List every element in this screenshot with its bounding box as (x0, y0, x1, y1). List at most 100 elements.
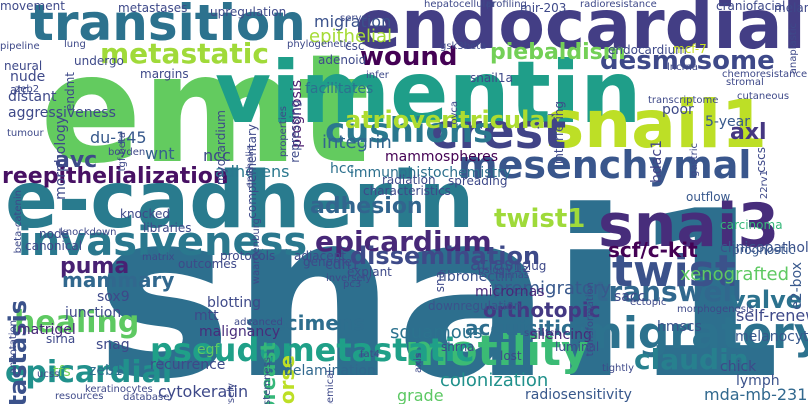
word-75: zeb1 (89, 363, 123, 379)
word-97: characteristics (363, 184, 451, 198)
word-120: serve (340, 13, 368, 24)
word-183: endmt (63, 72, 77, 111)
word-78: matrigel (17, 322, 76, 338)
word-91: prognostic (732, 243, 796, 257)
word-130: cutaneous (737, 91, 790, 102)
word-125: snail1a (470, 71, 513, 85)
word-174: ovca (449, 101, 460, 125)
word-104: morphology (53, 116, 69, 200)
word-68: melanocytes (735, 329, 808, 345)
word-64: radiosensitivity (525, 387, 632, 403)
word-59: wnt (145, 144, 175, 163)
word-140: outcomes (178, 257, 237, 271)
word-105: aggressiveness (8, 105, 116, 121)
word-151: advanced (234, 317, 283, 328)
word-161: lost (500, 349, 522, 363)
word-37: premigratory (493, 278, 612, 299)
word-132: lncrna (667, 62, 699, 73)
word-69: self-renewal (736, 306, 808, 325)
word-145: node (39, 227, 69, 241)
word-35: puma (60, 254, 130, 279)
word-119: melanoma (774, 1, 808, 15)
word-173: interfering (552, 101, 566, 165)
word-157: database (123, 392, 170, 403)
word-55: immunohistochemistry (350, 165, 512, 181)
word-51: ncc (203, 146, 231, 165)
word-76: snag (96, 337, 130, 353)
word-179: epithelia (245, 145, 256, 189)
word-176: cscs (754, 147, 768, 173)
word-88: e2-box (789, 262, 805, 310)
word-62: delamination (284, 363, 376, 379)
word-89: clinicopathological (720, 240, 808, 256)
word-112: metastases (118, 1, 188, 15)
word-167: matrix (142, 252, 175, 263)
word-67: chick (720, 359, 757, 375)
word-82: mtt (194, 308, 219, 324)
word-118: craniofacial (716, 0, 786, 13)
word-148: morphogenesis (677, 304, 754, 315)
word-109: neural (4, 59, 43, 73)
word-1: emt (40, 23, 370, 197)
word-156: resources (55, 391, 104, 402)
word-5: transition (30, 0, 306, 52)
word-57: 5-year (705, 114, 750, 130)
word-111: movement (0, 0, 65, 13)
word-6: snail1 (545, 86, 767, 163)
word-0: snai1 (95, 163, 790, 404)
word-2: vimentin (215, 43, 642, 143)
word-34: avc (55, 148, 98, 173)
word-49: mammospheres (385, 149, 499, 165)
word-41: xenografted (680, 264, 790, 285)
word-18: wound (360, 42, 458, 72)
word-171: gastric (689, 143, 700, 177)
word-71: silencing (530, 327, 592, 343)
word-17: epicardium (315, 225, 492, 258)
word-25: twist1 (494, 204, 586, 234)
word-16: metastatic (100, 37, 269, 70)
word-180: waardenburg (251, 218, 262, 285)
word-4: endocardial (355, 0, 806, 65)
word-54: hcc (330, 161, 355, 177)
word-99: radiation (382, 173, 436, 187)
word-61: grade (397, 386, 444, 404)
word-129: stromal (726, 77, 764, 88)
word-159: ectopic (630, 297, 667, 308)
word-158: conversely (226, 383, 237, 404)
word-155: ucss (37, 369, 60, 380)
word-116: mir-203 (520, 1, 567, 15)
word-113: upregulation (210, 5, 287, 19)
word-73: downregulation (428, 299, 522, 313)
word-164: axis (413, 353, 424, 374)
word-124: gsk3beta (440, 41, 487, 52)
word-181: beta-catenin (13, 190, 24, 254)
word-90: carcinoma (720, 218, 783, 232)
word-117: radioresistance (580, 0, 657, 10)
word-106: distant (8, 89, 57, 105)
word-146: mirnas (495, 270, 530, 281)
word-19: desmosome (600, 46, 775, 76)
word-96: hslug (514, 259, 547, 273)
word-27: dissemination (350, 242, 541, 270)
word-53: atlas (470, 254, 514, 275)
word-28: piebaldism (490, 40, 626, 65)
word-153: annotation (8, 320, 19, 375)
word-10: crest (430, 104, 567, 160)
word-162: luminal (555, 340, 600, 354)
word-127: mcf-7 (673, 42, 707, 56)
word-182: boyden (108, 147, 146, 158)
word-123: adenoid (318, 53, 367, 67)
word-39: acquisition (465, 316, 589, 340)
word-160: shrna (441, 340, 475, 354)
word-98: spreading (448, 174, 508, 188)
word-66: lymph (736, 373, 780, 389)
word-135: lung (64, 39, 86, 50)
word-165: inversely (326, 273, 372, 284)
word-72: micrornas (475, 284, 545, 300)
word-46: epithelial (309, 26, 393, 47)
word-103: myocardium (214, 110, 228, 186)
word-45: integrin (322, 132, 392, 153)
word-144: knocked (120, 207, 171, 221)
word-38: orthotopic (483, 298, 601, 322)
word-3: e-cadherin (5, 156, 475, 246)
